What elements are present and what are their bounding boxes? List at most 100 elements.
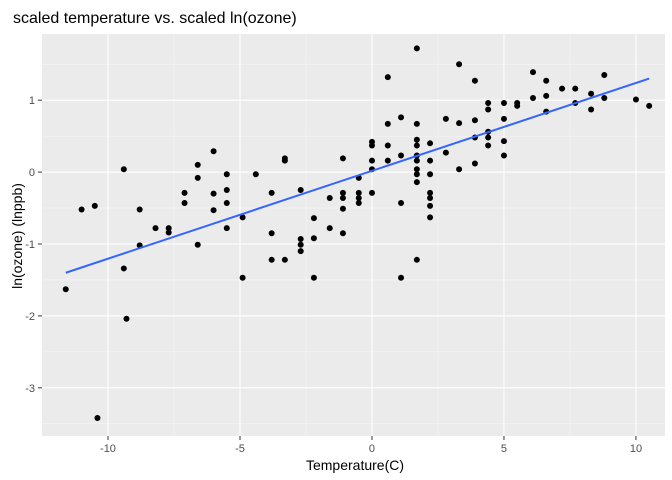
data-point — [310, 215, 317, 222]
data-point — [326, 194, 333, 201]
grid-lines — [42, 34, 665, 436]
data-point — [268, 189, 275, 196]
data-point — [456, 120, 463, 127]
x-axis-title: Temperature(C) — [306, 457, 404, 473]
data-point — [210, 207, 217, 214]
data-point — [339, 155, 346, 162]
y-axis-title: ln(ozone) (lnppb) — [9, 183, 25, 289]
data-point — [427, 189, 434, 196]
data-point — [427, 194, 434, 201]
data-point — [239, 214, 246, 221]
data-point — [297, 241, 304, 248]
data-point — [310, 274, 317, 281]
data-point — [310, 235, 317, 242]
x-tick-label: 10 — [630, 443, 642, 455]
data-point — [78, 206, 85, 213]
data-point — [632, 96, 639, 103]
data-point — [413, 166, 420, 173]
data-point — [485, 142, 492, 149]
data-point — [223, 225, 230, 232]
data-point — [297, 235, 304, 242]
data-point — [427, 171, 434, 178]
data-point — [281, 157, 288, 164]
data-point — [398, 152, 405, 159]
data-point — [339, 205, 346, 212]
data-point — [252, 171, 259, 178]
data-point — [456, 166, 463, 173]
y-tick-label: -1 — [25, 239, 35, 251]
data-point — [297, 248, 304, 255]
data-point — [210, 190, 217, 197]
data-point — [165, 225, 172, 232]
data-point — [427, 202, 434, 209]
data-point — [471, 77, 478, 84]
data-point — [384, 142, 391, 149]
plot-panel — [42, 34, 665, 436]
data-point — [210, 148, 217, 155]
data-point — [500, 152, 507, 159]
data-point — [413, 45, 420, 52]
fit-line-group — [65, 77, 650, 274]
data-point — [181, 189, 188, 196]
data-point — [485, 100, 492, 107]
data-point — [398, 114, 405, 121]
x-tick-label: 5 — [501, 443, 507, 455]
data-point — [500, 100, 507, 107]
data-point — [413, 136, 420, 143]
data-points — [62, 45, 653, 422]
data-point — [485, 106, 492, 113]
data-point — [500, 115, 507, 122]
data-point — [123, 315, 130, 322]
data-point — [194, 161, 201, 168]
data-point — [152, 225, 159, 232]
data-point — [223, 199, 230, 206]
data-point — [355, 199, 362, 206]
regression-line — [65, 77, 650, 274]
data-point — [646, 102, 653, 109]
data-point — [297, 187, 304, 194]
data-point — [281, 256, 288, 263]
data-point — [601, 71, 608, 78]
data-point — [500, 138, 507, 145]
data-point — [398, 199, 405, 206]
data-point — [471, 160, 478, 167]
data-point — [194, 241, 201, 248]
x-tick-label: -5 — [235, 443, 245, 455]
data-point — [339, 189, 346, 196]
data-point — [268, 230, 275, 237]
data-point — [572, 85, 579, 92]
data-point — [223, 171, 230, 178]
data-point — [339, 230, 346, 237]
data-point — [514, 102, 521, 109]
data-point — [427, 214, 434, 221]
data-point — [120, 265, 127, 272]
data-point — [530, 69, 537, 76]
data-point — [384, 74, 391, 81]
y-tick-label: -3 — [25, 383, 35, 395]
data-point — [530, 95, 537, 102]
data-point — [456, 61, 463, 68]
data-point — [194, 174, 201, 181]
data-point — [427, 157, 434, 164]
data-point — [413, 179, 420, 186]
data-point — [413, 157, 420, 164]
data-point — [413, 142, 420, 149]
y-tick-label: -2 — [25, 311, 35, 323]
data-point — [543, 77, 550, 84]
data-point — [94, 415, 101, 422]
data-point — [239, 274, 246, 281]
data-point — [413, 120, 420, 127]
data-point — [136, 206, 143, 213]
data-point — [442, 149, 449, 156]
data-point — [355, 189, 362, 196]
data-point — [91, 202, 98, 209]
data-point — [120, 166, 127, 173]
data-point — [442, 115, 449, 122]
data-point — [543, 92, 550, 99]
data-point — [485, 134, 492, 141]
data-point — [339, 194, 346, 201]
data-point — [368, 189, 375, 196]
y-tick-label: 1 — [29, 95, 35, 107]
x-tick-label: -10 — [100, 443, 116, 455]
